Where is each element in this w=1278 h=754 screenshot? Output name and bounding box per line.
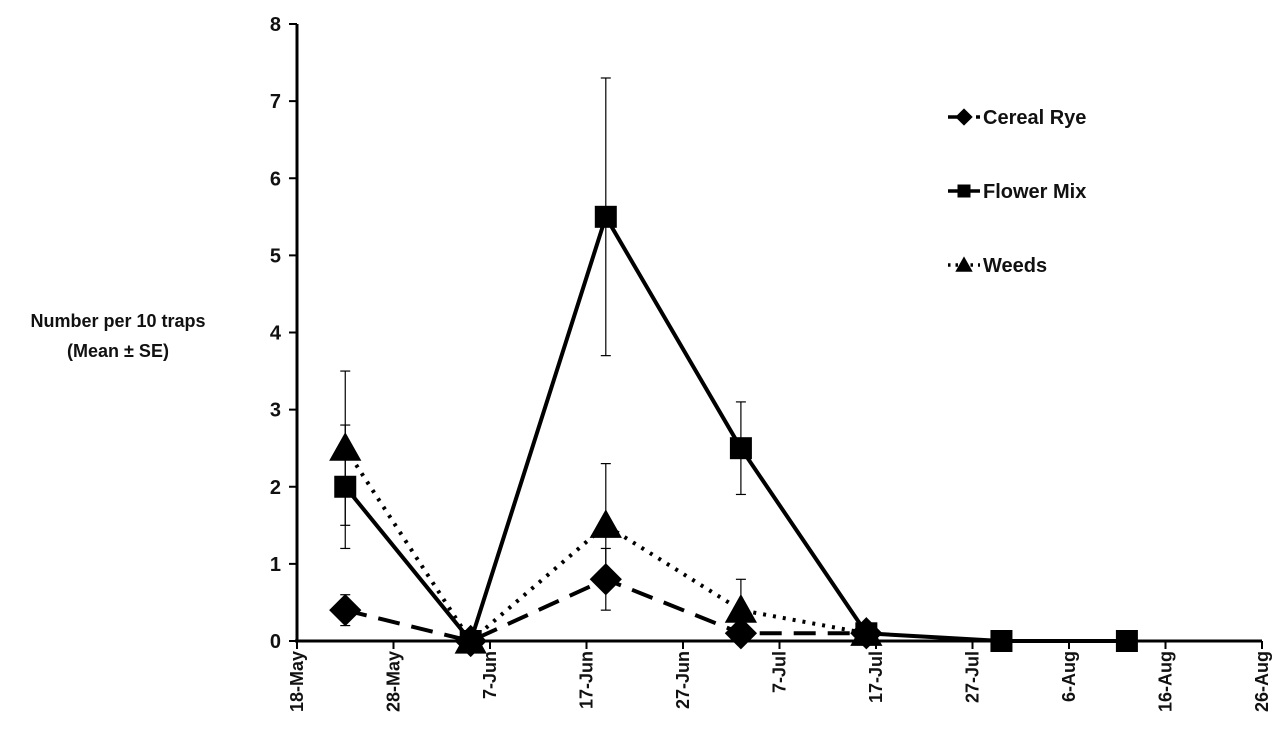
point-flower-mix [594, 205, 617, 228]
y-axis-title: Number per 10 traps (Mean ± SE) [30, 311, 205, 361]
y-tick-label: 0 [270, 631, 281, 653]
x-tick-label: 18-May [287, 651, 307, 712]
y-tick-label: 8 [270, 14, 281, 36]
x-axis-ticks: 18-May 28-May 7-Jun 17-Jun 27-Jun 7-Jul 17-Jul… [287, 641, 1272, 712]
point-weeds [329, 432, 362, 461]
y-tick-label: 5 [270, 245, 281, 267]
x-tick-label: 6-Aug [1059, 651, 1079, 702]
point-weeds [589, 509, 622, 538]
y-axis-ticks: 0 1 2 3 4 5 6 7 8 [270, 14, 297, 653]
y-tick-label: 1 [270, 554, 281, 576]
x-tick-label: 7-Jun [480, 651, 500, 699]
x-tick-label: 17-Jun [577, 651, 597, 709]
axes [295, 24, 1262, 643]
x-tick-label: 27-Jul [963, 651, 983, 703]
y-axis-title-line-2: (Mean ± SE) [67, 341, 169, 361]
x-tick-label: 26-Aug [1252, 651, 1272, 712]
legend-marker-weeds [955, 256, 973, 272]
point-flower-mix [729, 437, 752, 460]
series-markers [329, 205, 1138, 658]
point-cereal-rye [329, 594, 362, 627]
x-tick-label: 28-May [384, 651, 404, 712]
y-tick-label: 7 [270, 91, 281, 113]
legend-label-cereal-rye: Cereal Rye [983, 107, 1086, 129]
series-lines [343, 214, 1127, 643]
point-flower-mix [1115, 630, 1138, 652]
legend-marker-flower-mix [957, 184, 971, 198]
y-tick-label: 3 [270, 400, 281, 422]
point-weeds [454, 624, 487, 654]
point-flower-mix [334, 475, 357, 498]
legend: Cereal Rye Flower Mix Weeds [948, 107, 1086, 277]
y-axis-title-line-1: Number per 10 traps [30, 311, 205, 331]
point-weeds [724, 594, 758, 623]
legend-label-flower-mix: Flower Mix [983, 181, 1086, 203]
legend-marker-cereal-rye [955, 108, 973, 126]
legend-label-weeds: Weeds [983, 255, 1047, 277]
x-tick-label: 7-Jul [770, 651, 790, 693]
point-weeds [850, 617, 883, 646]
point-cereal-rye [724, 617, 758, 650]
x-tick-label: 16-Aug [1156, 651, 1176, 712]
series-line-flower-mix [343, 214, 1127, 643]
point-flower-mix [990, 630, 1013, 652]
x-tick-label: 27-Jun [673, 651, 693, 709]
y-tick-label: 4 [270, 323, 282, 345]
point-cereal-rye [589, 563, 622, 596]
y-tick-label: 2 [270, 477, 281, 499]
x-tick-label: 17-Jul [866, 651, 886, 703]
y-tick-label: 6 [270, 168, 281, 190]
